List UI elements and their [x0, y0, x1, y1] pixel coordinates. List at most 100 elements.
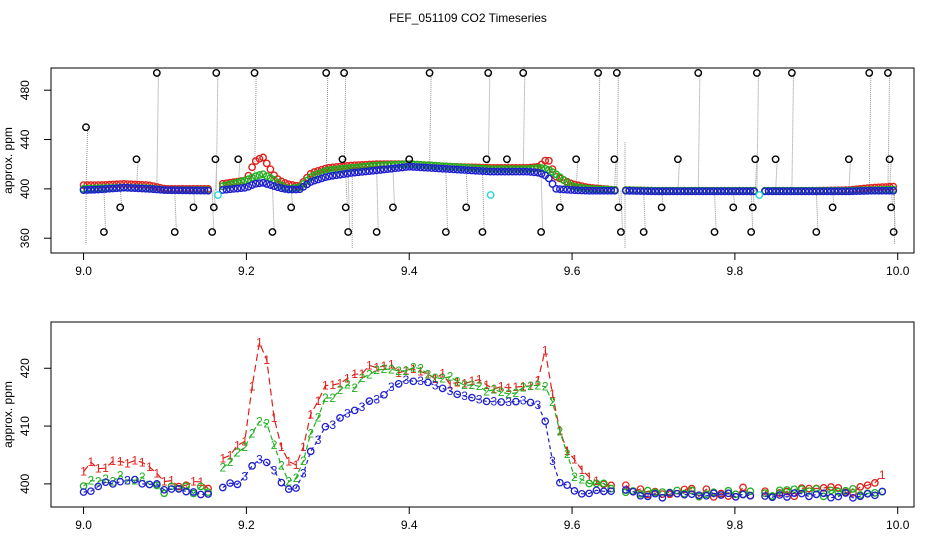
series-1-point: [259, 153, 267, 162]
series-3-point: [871, 186, 879, 195]
series-3-point: [358, 167, 366, 176]
series-3-point: [577, 489, 586, 498]
series-3-point: [599, 186, 608, 195]
series-3-point: [90, 185, 99, 194]
series-3-point: [841, 489, 850, 497]
series-3-label-mark: 3: [417, 374, 424, 388]
series-3-point: [834, 492, 843, 501]
series-3-point: [698, 187, 707, 196]
series-1-point: [680, 485, 689, 494]
spike-line: [791, 72, 795, 192]
series-3-label-mark: 3: [256, 452, 263, 466]
series-3-point: [555, 185, 564, 194]
series-2-label-mark: 2: [410, 361, 417, 375]
series-3-point: [86, 185, 95, 194]
outlier-point: [116, 203, 125, 212]
series-3-point: [273, 183, 282, 192]
series-1-label-mark: 1: [146, 460, 153, 474]
series-1-label-mark: 1: [498, 380, 505, 394]
spike-line: [697, 72, 701, 192]
series-1-label-mark: 1: [359, 367, 366, 381]
series-2-label-mark: 2: [373, 363, 380, 377]
series-3-point: [156, 185, 165, 194]
series-3-point: [218, 483, 227, 492]
series-3-point: [629, 487, 637, 496]
series-3-point: [277, 478, 286, 487]
series-3-point: [134, 184, 143, 193]
series-3-point: [786, 187, 795, 196]
series-3-point: [343, 169, 352, 178]
series-2-label-mark: 2: [527, 379, 534, 393]
series-3-point: [566, 186, 575, 194]
outlier-point: [211, 155, 220, 164]
series-3-point: [196, 186, 205, 195]
series-1-point: [266, 165, 275, 174]
series-3-point: [328, 171, 337, 180]
series-2-point: [354, 163, 363, 172]
outlier-point: [612, 69, 621, 77]
series-3-point: [867, 186, 876, 195]
series-3-point: [508, 167, 517, 176]
series-3-point: [555, 478, 564, 487]
series-2-point: [871, 489, 879, 497]
top-y-tick-label: 440: [18, 129, 32, 149]
series-3-point: [709, 489, 718, 498]
series-3-point: [229, 185, 238, 193]
series-2-label-mark: 2: [307, 426, 314, 440]
outlier-point: [885, 155, 894, 164]
series-1-label-mark: 1: [381, 359, 388, 373]
series-2-label-mark: 2: [249, 427, 256, 441]
series-3-label-mark: 3: [388, 380, 395, 394]
series-3-point: [94, 482, 103, 491]
series-3-point: [94, 185, 103, 194]
series-3-point: [321, 422, 330, 431]
series-3-point: [237, 184, 246, 193]
series-1-label-mark: 1: [88, 455, 95, 469]
outlier-point: [657, 203, 666, 212]
series-2-label-mark: 2: [571, 470, 578, 484]
series-3-point: [131, 475, 139, 484]
spike-line: [156, 72, 159, 190]
series-2-label-mark: 2: [241, 440, 248, 454]
outlier-point: [344, 228, 353, 236]
outlier-point: [132, 155, 141, 164]
series-3-point: [482, 167, 491, 176]
outlier-point: [639, 228, 648, 236]
series-3-point: [138, 184, 147, 193]
top-y-axis-label: approx. ppm: [1, 127, 15, 194]
series-2-line: [83, 474, 209, 495]
series-2-point: [259, 170, 267, 179]
series-3-label-mark: 3: [535, 398, 542, 412]
series-3-point: [533, 168, 542, 177]
series-3-point: [435, 164, 443, 173]
series-2-label-mark: 2: [300, 454, 307, 468]
spike-line: [211, 190, 215, 233]
series-2-point: [731, 490, 740, 499]
spike-line: [540, 173, 544, 233]
series-3-label-mark: 3: [505, 395, 512, 409]
series-3-point: [468, 393, 476, 402]
series-3-point: [775, 491, 784, 499]
top-x-tick-label: 9.2: [238, 264, 255, 278]
series-2-point: [358, 163, 366, 171]
series-3-point: [248, 462, 256, 470]
series-2-label-mark: 2: [483, 385, 490, 399]
series-3-point: [427, 164, 436, 172]
series-3-point: [141, 184, 150, 193]
series-3-point: [709, 187, 718, 196]
series-2-label-mark: 2: [359, 371, 366, 385]
series-1-label-mark: 1: [329, 378, 336, 392]
series-2-point: [827, 486, 835, 495]
series-3-point: [845, 187, 854, 196]
series-3-point: [226, 479, 234, 487]
series-1-point: [834, 484, 843, 492]
series-3-point: [497, 398, 506, 406]
series-1-point: [856, 483, 865, 491]
series-3-label-mark: 3: [359, 400, 366, 414]
series-1-label-mark: 1: [80, 465, 87, 479]
series-1-label-mark: 1: [271, 411, 278, 425]
top-y-tick-label: 480: [18, 80, 32, 100]
series-3-point: [794, 187, 802, 196]
series-2-label-mark: 2: [388, 362, 395, 376]
series-2-label-mark: 2: [491, 383, 498, 397]
